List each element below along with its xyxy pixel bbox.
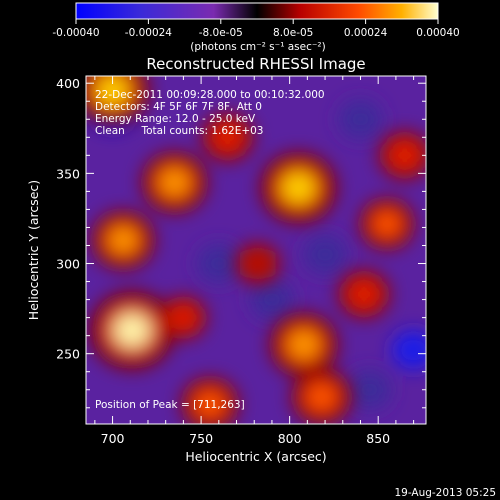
negative-region xyxy=(303,234,348,275)
emission-source xyxy=(359,198,415,250)
emission-sources xyxy=(86,76,426,424)
x-tick-label: 800 xyxy=(278,431,302,446)
y-tick-label: 350 xyxy=(56,166,80,181)
x-tick-label: 750 xyxy=(189,431,213,446)
annotation-detectors: Detectors: 4F 5F 6F 7F 8F, Att 0 xyxy=(95,101,262,113)
heatmap-image xyxy=(86,76,426,424)
negative-region xyxy=(391,330,426,371)
emission-source xyxy=(181,377,239,424)
colorbar-tick-label: -0.00040 xyxy=(52,27,99,39)
emission-source xyxy=(378,130,426,180)
emission-source xyxy=(141,151,208,214)
colorbar xyxy=(75,2,439,20)
negative-region xyxy=(338,99,383,140)
negative-region xyxy=(196,243,241,284)
footer-date: 19-Aug-2013 05:25 xyxy=(394,487,496,499)
y-tick-label: 400 xyxy=(56,76,80,91)
y-tick-label: 300 xyxy=(56,257,80,272)
annotation-clean: Clean Total counts: 1.62E+03 xyxy=(95,125,264,137)
colorbar-tick-label: -8.0e-05 xyxy=(199,27,243,39)
chart-title: Reconstructed RHESSI Image xyxy=(146,55,365,73)
emission-source xyxy=(291,368,352,424)
emission-source xyxy=(260,152,337,224)
annotation-time: 22-Dec-2011 00:09:28.000 to 00:10:32.000 xyxy=(95,89,325,101)
emission-source xyxy=(269,312,339,377)
negative-region xyxy=(249,279,294,320)
negative-region xyxy=(347,369,392,410)
x-axis-label: Heliocentric X (arcsec) xyxy=(185,449,326,464)
plot-frame xyxy=(85,75,427,425)
emission-source xyxy=(159,295,207,340)
emission-source xyxy=(235,242,280,285)
emission-source xyxy=(89,290,175,370)
y-tick-label: 250 xyxy=(56,347,80,362)
x-tick-label: 700 xyxy=(101,431,125,446)
colorbar-tick-label: -0.00024 xyxy=(125,27,173,39)
emission-source xyxy=(337,269,391,319)
colorbar-ticks: -0.00040 -0.00024 -8.0e-05 8.0e-05 0.00024 0.… xyxy=(52,19,460,39)
x-tick-label: 850 xyxy=(366,431,390,446)
emission-source xyxy=(86,76,150,125)
colorbar-tick-label: 8.0e-05 xyxy=(273,27,313,39)
y-axis-ticks: 250 300 350 400 xyxy=(56,76,426,409)
emission-source xyxy=(201,112,254,162)
peak-position-label: Position of Peak = [711,263] xyxy=(95,399,245,411)
y-axis-label: Heliocentric Y (arcsec) xyxy=(26,180,41,320)
emission-source xyxy=(91,210,155,270)
colorbar-tick-label: 0.00024 xyxy=(344,27,388,39)
annotation-energy: Energy Range: 12.0 - 25.0 keV xyxy=(95,113,256,125)
colorbar-units: (photons cm⁻² s⁻¹ asec⁻²) xyxy=(190,41,325,53)
x-axis-ticks: 700 750 800 850 xyxy=(94,76,415,446)
colorbar-tick-label: 0.00040 xyxy=(416,27,459,39)
